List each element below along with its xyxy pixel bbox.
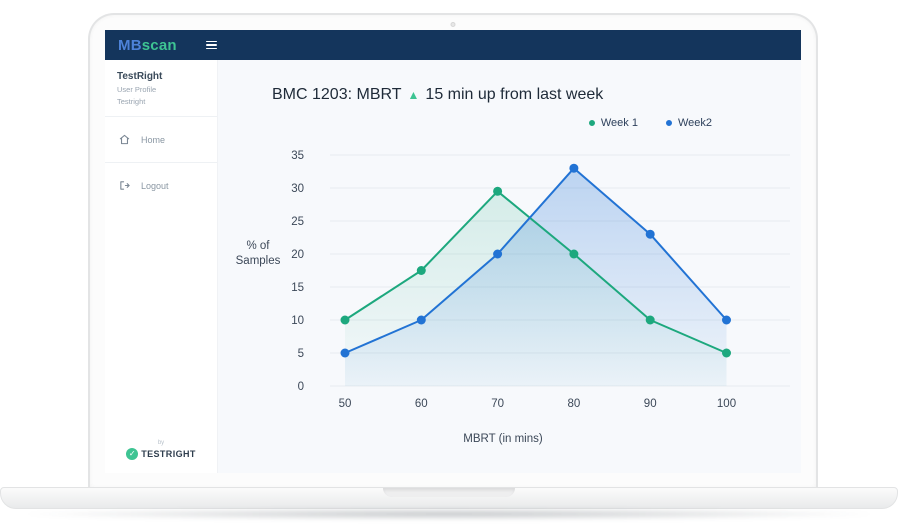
- x-tick-label: 50: [339, 398, 352, 410]
- data-point-week2-60: [416, 315, 426, 325]
- data-point-week1-90: [645, 315, 655, 325]
- legend-item-week2[interactable]: Week2: [665, 117, 712, 129]
- data-point-week2-70: [493, 249, 503, 259]
- x-tick-label: 60: [415, 398, 428, 410]
- x-tick-label: 70: [491, 398, 504, 410]
- chart-legend: Week 1 Week2: [588, 117, 712, 129]
- sidebar-item-label: Logout: [141, 180, 169, 191]
- legend-item-week1[interactable]: Week 1: [588, 117, 638, 129]
- series-line-week1: [344, 190, 728, 354]
- data-point-week2-80: [569, 163, 579, 173]
- y-tick-label: 20: [291, 249, 304, 261]
- x-tick-label: 80: [568, 398, 581, 410]
- x-tick-label: 100: [717, 398, 736, 410]
- y-tick-label: 10: [291, 315, 304, 327]
- sidebar-item-logout[interactable]: Logout: [117, 173, 205, 198]
- data-point-week1-60: [416, 266, 426, 275]
- x-axis-title: MBRT (in mins): [463, 433, 543, 445]
- sidebar: TestRight User Profile Testright Home Lo…: [105, 60, 218, 473]
- legend-label: Week 1: [600, 117, 638, 129]
- sidebar-item-home[interactable]: Home: [117, 127, 205, 152]
- data-point-week1-70: [493, 186, 503, 196]
- sidebar-item-label: Home: [141, 134, 166, 145]
- logout-icon: [120, 181, 130, 190]
- sidebar-footer-logo: by ✓ TESTRIGHT: [105, 440, 217, 460]
- laptop-base-notch: [383, 488, 515, 497]
- brand-part-mb: MB: [118, 36, 142, 54]
- data-point-week2-100: [722, 315, 731, 325]
- profile-username: Testright: [117, 97, 146, 106]
- checkmark-icon: ✓: [126, 448, 139, 460]
- series-line-week2: [344, 167, 728, 354]
- up-arrow-icon: ▲: [407, 88, 420, 102]
- testright-logo: ✓ TESTRIGHT: [105, 448, 217, 460]
- data-point-week1-80: [569, 249, 579, 259]
- screen-body: TestRight User Profile Testright Home Lo…: [105, 60, 801, 473]
- data-point-week1-100: [722, 348, 731, 358]
- chart-title-prefix: BMC 1203: MBRT: [272, 86, 402, 103]
- brand-part-scan: scan: [141, 36, 177, 54]
- sidebar-divider: [105, 116, 217, 117]
- home-icon: [119, 134, 130, 145]
- y-tick-label: 5: [298, 348, 304, 360]
- week2-legend-marker-icon: [665, 120, 672, 126]
- y-tick-label: 0: [298, 381, 304, 393]
- series-area-week2: [345, 168, 727, 386]
- data-point-week1-50: [340, 315, 350, 325]
- y-tick-label: 25: [291, 216, 304, 228]
- y-axis-title: Samples: [236, 255, 281, 267]
- hamburger-menu-icon[interactable]: [203, 38, 220, 53]
- app-screen: MBscan TestRight User Profile Testright …: [105, 30, 801, 473]
- by-label: by: [157, 440, 165, 446]
- data-point-week2-90: [645, 229, 655, 239]
- main-content: BMC 1203: MBRT ▲ 15 min up from last wee…: [218, 60, 801, 473]
- y-axis-title: % of: [246, 240, 270, 252]
- y-tick-label: 30: [291, 183, 304, 195]
- profile-name: TestRight: [117, 71, 163, 82]
- chart-title: BMC 1203: MBRT ▲ 15 min up from last wee…: [272, 86, 603, 104]
- app-header: MBscan: [105, 30, 801, 60]
- chart-title-suffix: 15 min up from last week: [425, 86, 604, 103]
- laptop-screen-bezel: MBscan TestRight User Profile Testright …: [88, 13, 818, 488]
- x-tick-label: 90: [644, 398, 657, 410]
- data-point-week2-50: [340, 348, 350, 358]
- profile-role: User Profile: [117, 85, 157, 94]
- footer-brand-text: TESTRIGHT: [141, 449, 196, 459]
- sidebar-divider: [105, 162, 217, 163]
- legend-label: Week2: [677, 117, 712, 129]
- week1-legend-marker-icon: [588, 120, 595, 126]
- laptop-base: [0, 487, 898, 509]
- user-profile-block: TestRight User Profile Testright: [117, 71, 205, 106]
- webcam-icon: [450, 22, 456, 27]
- line-chart: 0 5 10 15 20 25 30 35 % of Samples 50 60 70 80 90 100 MB…: [236, 150, 790, 445]
- brand-logo: MBscan: [118, 37, 177, 54]
- y-tick-label: 35: [291, 150, 304, 162]
- laptop-shadow: [26, 508, 872, 520]
- y-tick-label: 15: [291, 282, 304, 294]
